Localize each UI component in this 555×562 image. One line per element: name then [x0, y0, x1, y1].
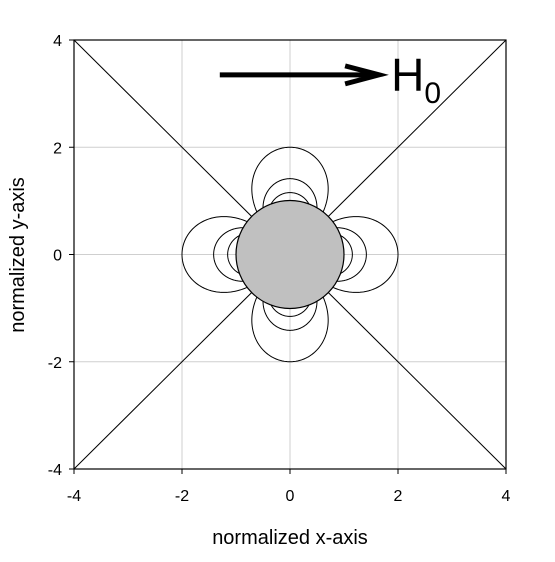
x-tick-label: -4 [67, 488, 81, 505]
contour-line [181, 216, 291, 293]
contour-line [251, 146, 329, 255]
field-label-main: H [391, 49, 424, 101]
x-axis-label: normalized x-axis [212, 527, 368, 549]
y-tick-label: 4 [53, 33, 62, 50]
y-axis-label: normalized y-axis [7, 177, 29, 333]
field-arrow-head [344, 63, 389, 87]
x-tick-label: 4 [502, 488, 511, 505]
field-annotation: H0 [219, 49, 441, 110]
y-tick-label: -2 [48, 355, 62, 372]
field-label-subscript: 0 [424, 77, 441, 110]
y-tick-label: -4 [48, 462, 62, 479]
x-tick-label: 2 [394, 488, 403, 505]
y-tick-label: 0 [53, 248, 62, 265]
x-tick-label: 0 [286, 488, 295, 505]
contour-line [251, 254, 329, 363]
y-axis-ticks: -4 -2 0 2 4 [48, 33, 74, 479]
x-tick-label: -2 [175, 488, 189, 505]
contour-line [289, 216, 399, 293]
sphere [235, 199, 345, 310]
y-tick-label: 2 [53, 140, 62, 157]
field-label: H0 [391, 49, 441, 110]
x-axis-ticks: -4 -2 0 2 4 [67, 469, 511, 505]
